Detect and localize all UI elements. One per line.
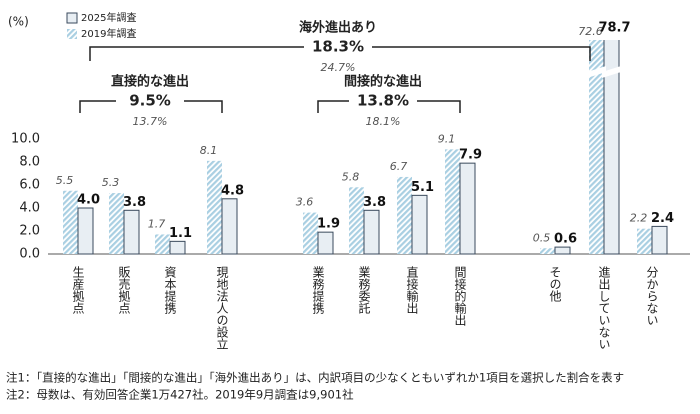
bracket xyxy=(89,46,591,61)
value-label: 78.7 xyxy=(598,21,630,36)
bar xyxy=(63,190,78,254)
bar xyxy=(589,40,604,254)
x-tick-label: 分からない xyxy=(645,266,659,326)
group-value-2019: 13.7% xyxy=(133,115,168,128)
bar xyxy=(637,228,652,254)
value-label: 5.5 xyxy=(56,174,74,187)
x-tick-label: 間接的輸出 xyxy=(453,266,467,326)
bar xyxy=(221,198,238,255)
value-label: 1.1 xyxy=(169,226,192,241)
value-label: 0.5 xyxy=(533,231,551,244)
x-tick-label: その他 xyxy=(548,266,562,302)
x-tick-label: 直接輸出 xyxy=(405,266,419,314)
value-label: 1.7 xyxy=(148,217,166,230)
legend-swatch xyxy=(66,12,78,24)
group-value-2025: 9.5% xyxy=(129,92,171,110)
value-label: 8.1 xyxy=(200,144,218,157)
x-tick-label: 業務委託 xyxy=(357,266,371,314)
bar xyxy=(169,240,186,255)
y-tick-label: 2.0 xyxy=(19,224,40,239)
bar xyxy=(155,234,170,254)
bar xyxy=(303,212,318,254)
value-label: 2.4 xyxy=(651,211,674,226)
bar xyxy=(554,246,571,255)
axis-break xyxy=(602,66,621,78)
bar xyxy=(123,209,140,255)
x-tick-label: 販売拠点 xyxy=(117,266,131,314)
group-value-2025: 13.8% xyxy=(357,92,409,110)
value-label: 9.1 xyxy=(438,132,456,145)
note: 注1：「直接的な進出」「間接的な進出」「海外進出あり」は、内訳項目の少なくともい… xyxy=(6,371,624,385)
legend-swatch xyxy=(67,29,77,39)
group-value-2019: 24.7% xyxy=(321,61,356,74)
bar xyxy=(540,248,555,254)
bracket xyxy=(317,100,461,113)
bar xyxy=(651,225,668,255)
bar xyxy=(363,209,380,255)
value-label: 72.6 xyxy=(578,25,603,38)
value-label: 5.3 xyxy=(102,176,120,189)
group-title: 間接的な進出 xyxy=(344,74,422,90)
bar xyxy=(411,194,428,255)
bracket xyxy=(79,100,223,113)
bar xyxy=(349,187,364,254)
bar xyxy=(397,176,412,254)
group-value-2019: 18.1% xyxy=(366,115,401,128)
value-label: 5.1 xyxy=(411,180,434,195)
value-label: 0.6 xyxy=(554,232,577,247)
value-label: 6.7 xyxy=(390,160,408,173)
bar xyxy=(77,207,94,255)
x-tick-label: 現地法人の設立 xyxy=(215,266,229,350)
bar xyxy=(109,193,124,254)
bar xyxy=(317,231,334,255)
legend-label: 2019年調査 xyxy=(81,27,136,40)
bars xyxy=(63,40,668,255)
bar xyxy=(207,160,222,254)
axis-break xyxy=(587,66,606,78)
value-label: 3.8 xyxy=(123,195,146,210)
value-label: 4.8 xyxy=(221,183,244,198)
y-tick-label: 10.0 xyxy=(11,132,40,147)
group-title: 海外進出あり xyxy=(299,20,377,36)
group-title: 直接的な進出 xyxy=(111,74,189,90)
x-tick-label: 業務提携 xyxy=(311,266,325,315)
group-value-2025: 18.3% xyxy=(312,38,364,56)
bar xyxy=(445,149,460,254)
value-label: 3.6 xyxy=(296,196,314,209)
y-tick-label: 8.0 xyxy=(19,155,40,170)
bar xyxy=(459,162,476,255)
bar xyxy=(603,40,620,255)
y-tick-label: 0.0 xyxy=(19,247,40,262)
value-label: 5.8 xyxy=(342,170,360,183)
y-tick-label: 4.0 xyxy=(19,201,40,216)
value-label: 2.2 xyxy=(630,212,648,225)
x-tick-label: 進出していない xyxy=(597,266,611,350)
value-label: 7.9 xyxy=(459,148,482,163)
value-label: 3.8 xyxy=(363,195,386,210)
y-tick-label: 6.0 xyxy=(19,178,40,193)
value-label: 4.0 xyxy=(77,193,100,208)
y-axis-label: (%) xyxy=(8,15,29,29)
x-tick-label: 資本提携 xyxy=(163,266,177,315)
value-label: 1.9 xyxy=(317,217,340,232)
note: 注2：母数は、有効回答企業1万427社。2019年9月調査は9,901社 xyxy=(6,388,354,402)
x-tick-label: 生産拠点 xyxy=(71,266,85,314)
legend-label: 2025年調査 xyxy=(81,11,136,24)
